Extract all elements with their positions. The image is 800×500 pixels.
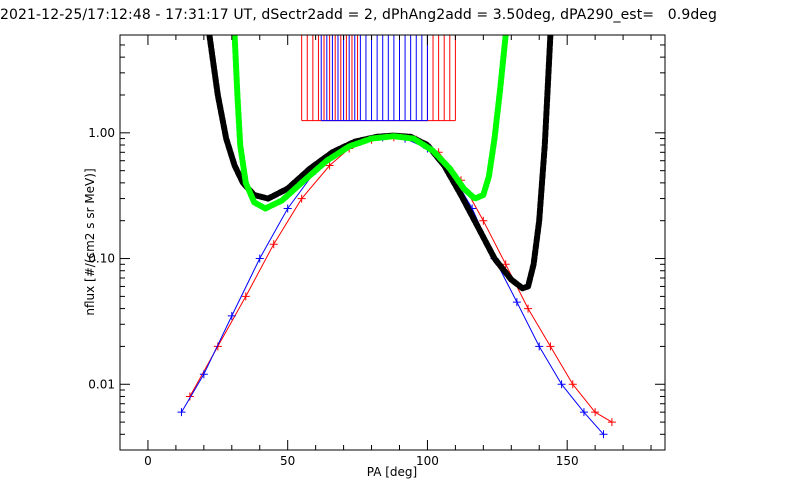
x-tick-label: 50 — [280, 454, 295, 468]
chart-title: 2021-12-25/17:12:48 - 17:31:17 UT, dSect… — [0, 7, 718, 23]
y-tick-label: 1.00 — [88, 126, 115, 140]
data-point-red — [568, 380, 577, 389]
data-point-red — [501, 260, 510, 269]
x-tick-label: 0 — [144, 454, 152, 468]
x-tick-label: 150 — [556, 454, 579, 468]
data-point-blue — [199, 370, 208, 379]
plot-frame — [119, 34, 666, 451]
series-red-vertical-lines — [301, 35, 456, 122]
data-point-red — [297, 194, 306, 203]
x-tick-label: 100 — [416, 454, 439, 468]
data-point-blue — [177, 408, 186, 417]
data-point-blue — [283, 204, 292, 213]
data-point-red — [546, 342, 555, 351]
data-point-red — [213, 342, 222, 351]
data-point-red — [524, 304, 533, 313]
y-tick-label: 0.10 — [88, 252, 115, 266]
data-point-blue — [557, 380, 566, 389]
series-line-red — [189, 136, 613, 423]
data-point-red — [325, 161, 334, 170]
data-point-red — [591, 408, 600, 417]
series-red-line-plus — [185, 133, 616, 427]
data-point-blue — [535, 342, 544, 351]
data-point-red — [269, 240, 278, 249]
plot-area — [177, 35, 616, 439]
series-blue-vertical-lines — [320, 35, 428, 122]
data-point-red — [607, 418, 616, 427]
y-tick-label: 0.01 — [88, 377, 115, 391]
axes: 0 50 100 150 0.01 0.10 1.00 — [88, 34, 665, 468]
data-point-blue — [599, 430, 608, 439]
x-axis-label: PA [deg] — [367, 465, 417, 479]
data-point-blue — [227, 311, 236, 320]
data-point-blue — [579, 408, 588, 417]
y-axis-label: nflux [#/(cm2 s sr MeV)] — [83, 168, 97, 315]
data-point-blue — [512, 298, 521, 307]
data-point-red — [185, 392, 194, 401]
data-point-red — [479, 216, 488, 225]
fit-curve-green — [231, 35, 509, 212]
series-green-thick-dashed — [231, 35, 509, 212]
data-point-blue — [255, 254, 264, 263]
data-point-red — [241, 292, 250, 301]
